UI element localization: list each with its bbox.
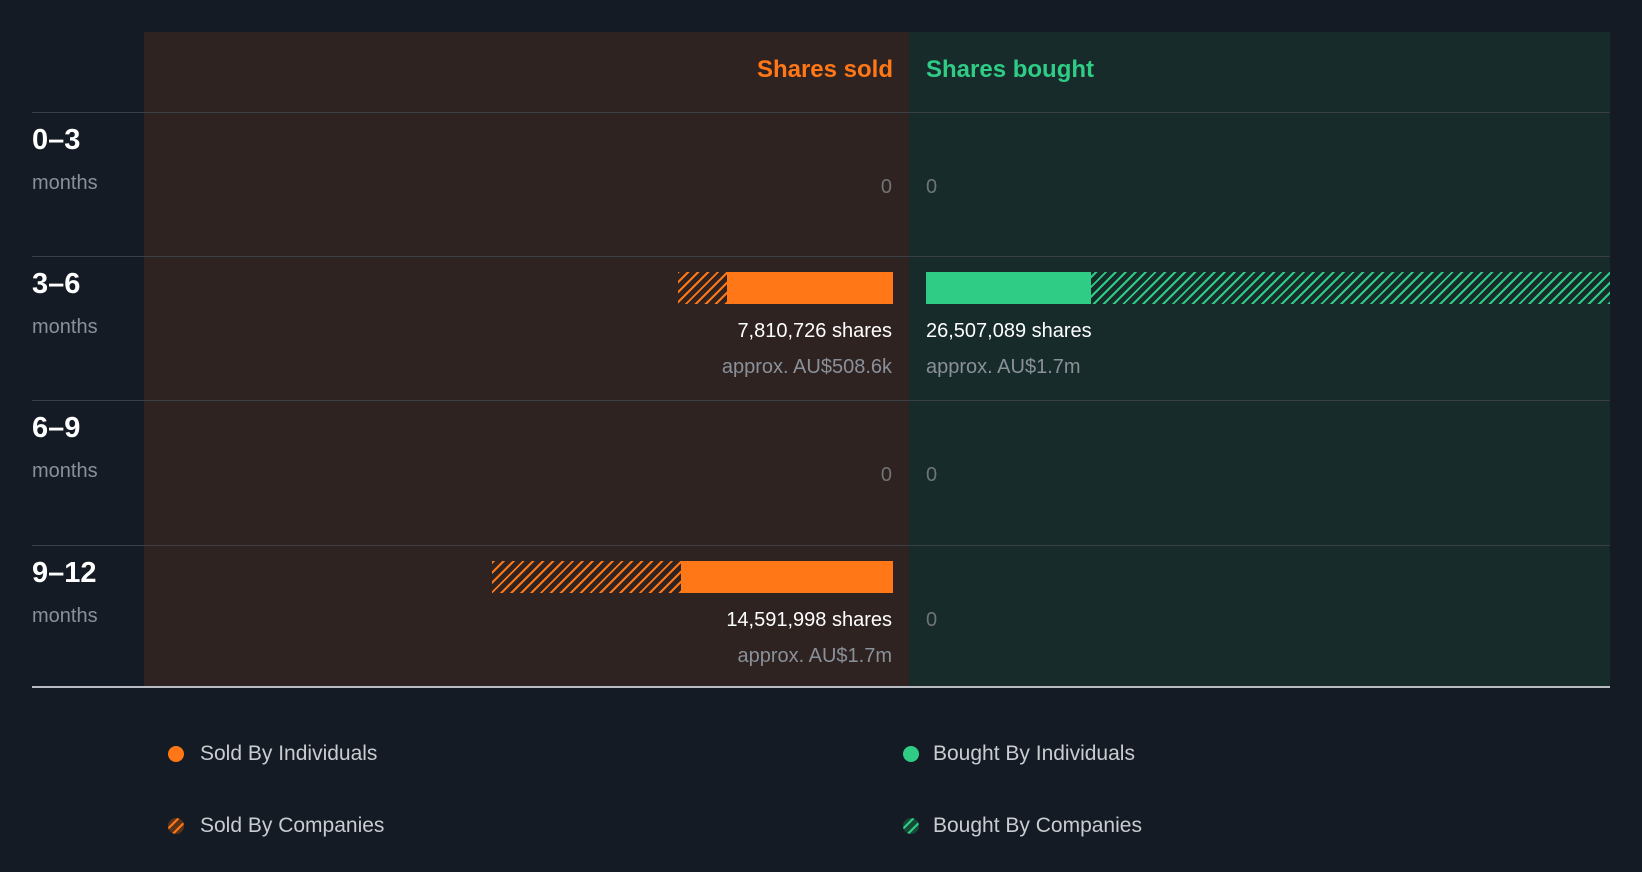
legend-sold-individuals: Sold By Individuals (200, 742, 378, 765)
row-sublabel: months (32, 172, 98, 194)
divider (32, 112, 1610, 113)
sold-individuals-legend-icon (168, 746, 184, 762)
row-sublabel: months (32, 460, 98, 482)
sold-shares-total: 14,591,998 shares (726, 609, 892, 631)
sold-companies-bar (678, 272, 727, 304)
legend-bought-individuals: Bought By Individuals (933, 742, 1135, 765)
legend-bought-companies: Bought By Companies (933, 814, 1142, 837)
row-sublabel: months (32, 316, 98, 338)
sold-individuals-bar (681, 561, 893, 593)
sold-zero: 0 (880, 464, 892, 486)
row-sublabel: months (32, 605, 98, 627)
divider (32, 545, 1610, 546)
row-label: 6–9 (32, 412, 81, 444)
bought-zero: 0 (926, 176, 938, 198)
divider (32, 256, 1610, 257)
sold-header: Shares sold (756, 56, 893, 83)
bought-shares-total: 26,507,089 shares (926, 320, 1092, 342)
bought-individuals-bar (926, 272, 1091, 304)
legend-sold-companies: Sold By Companies (200, 814, 385, 837)
bought-header: Shares bought (926, 56, 1095, 83)
sold-companies-bar (491, 561, 682, 593)
row-label: 9–12 (32, 557, 97, 589)
bought-zero: 0 (926, 464, 938, 486)
sold-shares-total: 7,810,726 shares (737, 320, 892, 342)
bought-companies-legend-icon (903, 818, 919, 834)
bought-companies-bar (1091, 272, 1610, 304)
bought-zero: 0 (926, 609, 938, 631)
sold-individuals-bar (726, 272, 893, 304)
bought-approx-value: approx. AU$1.7m (926, 356, 1081, 378)
sold-approx-value: approx. AU$508.6k (721, 356, 892, 378)
row-label: 0–3 (32, 124, 81, 156)
sold-zero: 0 (880, 176, 892, 198)
bought-individuals-legend-icon (903, 746, 919, 762)
sold-companies-legend-icon (168, 818, 184, 834)
divider (32, 400, 1610, 401)
sold-approx-value: approx. AU$1.7m (737, 645, 892, 667)
baseline (32, 686, 1610, 688)
row-label: 3–6 (32, 268, 81, 300)
bought-panel (909, 32, 1610, 687)
